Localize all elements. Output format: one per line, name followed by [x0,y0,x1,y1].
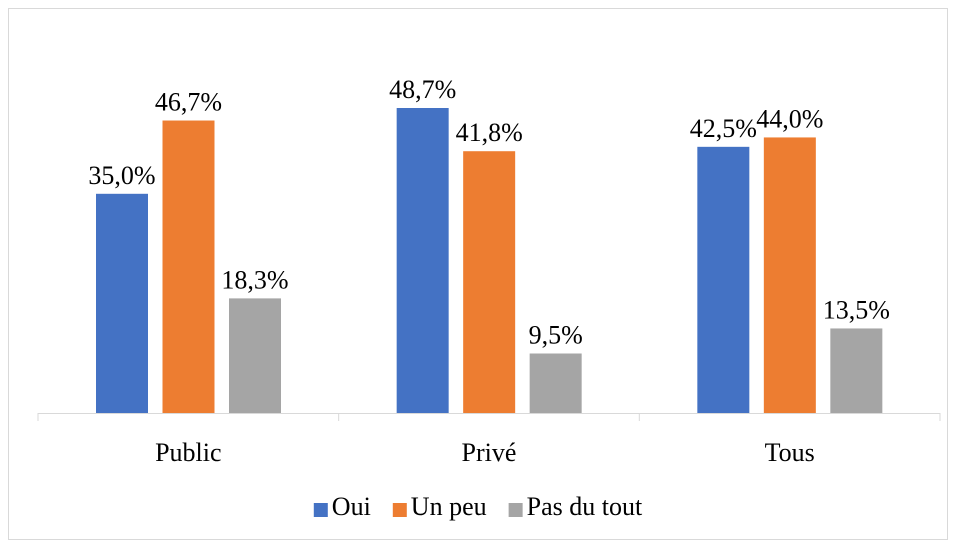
bar [763,137,816,414]
x-tick-label: Tous [765,438,815,467]
bar [396,108,449,413]
value-label: 44,0% [756,104,823,133]
bar [162,120,215,413]
legend-label: Pas du tout [527,492,643,521]
legend-label: Oui [332,492,371,521]
legend-swatch [313,503,328,517]
value-label: 46,7% [155,88,222,117]
bar [830,328,883,413]
bar [529,353,582,413]
value-label: 13,5% [823,295,890,324]
legend-swatch [392,503,407,517]
x-tick-label: Public [155,438,221,467]
legend-label: Un peu [411,492,487,521]
value-label: 35,0% [88,161,155,190]
value-label: 18,3% [221,265,288,294]
bar [229,298,281,413]
legend-swatch [508,503,523,517]
value-label: 48,7% [389,75,456,104]
bar [463,151,516,413]
bar [96,193,148,413]
value-label: 9,5% [529,321,583,350]
value-label: 41,8% [456,118,523,147]
value-label: 42,5% [690,114,757,143]
x-tick-label: Privé [462,438,517,467]
bar [697,146,750,413]
